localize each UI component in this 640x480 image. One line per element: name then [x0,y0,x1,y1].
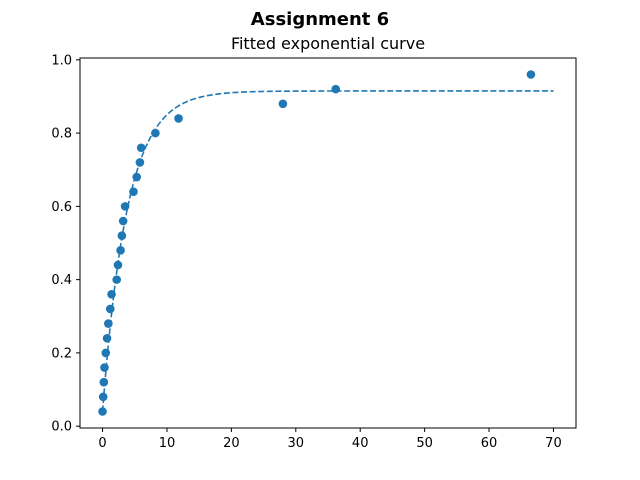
data-point [129,187,138,197]
data-point [136,143,146,153]
data-point [331,84,341,94]
data-point [112,275,122,284]
data-point [278,99,288,109]
data-point [99,377,109,387]
data-point [105,304,115,314]
x-tick-label: 30 [288,436,305,451]
x-tick-label: 50 [416,436,433,451]
y-tick-label: 0.2 [51,346,72,361]
x-tick-label: 70 [545,436,562,451]
data-point [107,289,116,299]
data-point [151,128,160,138]
y-tick-label: 0.0 [51,420,72,435]
x-tick-label: 10 [159,436,176,451]
chart-title: Fitted exponential curve [231,34,425,53]
data-point [116,246,125,255]
figure-suptitle: Assignment 6 [251,9,389,30]
data-point [117,231,127,240]
data-point [100,363,109,372]
data-point [113,260,123,270]
y-tick-label: 1.0 [51,53,72,68]
data-point [132,172,141,182]
axes-frame [79,57,577,429]
data-point [526,70,536,79]
x-tick-label: 40 [352,436,369,451]
data-point [102,333,112,343]
fitted-curve-line [101,90,554,412]
data-point [120,202,130,211]
data-point [135,158,145,167]
y-tick-label: 0.8 [51,127,72,142]
data-point [174,114,183,123]
y-tick-label: 0.6 [51,200,72,215]
data-point [98,392,108,402]
data-point [118,216,128,226]
x-tick-label: 0 [98,436,106,451]
data-point [101,348,111,358]
data-point [104,319,113,328]
data-point [98,407,107,416]
y-tick-label: 0.4 [51,273,72,288]
x-tick-label: 60 [481,436,498,451]
x-tick-label: 20 [223,436,240,451]
plot-area: 0 10 20 30 40 50 60 70 0.0 0.2 0.4 0.6 0.8 1.0 [51,53,577,451]
